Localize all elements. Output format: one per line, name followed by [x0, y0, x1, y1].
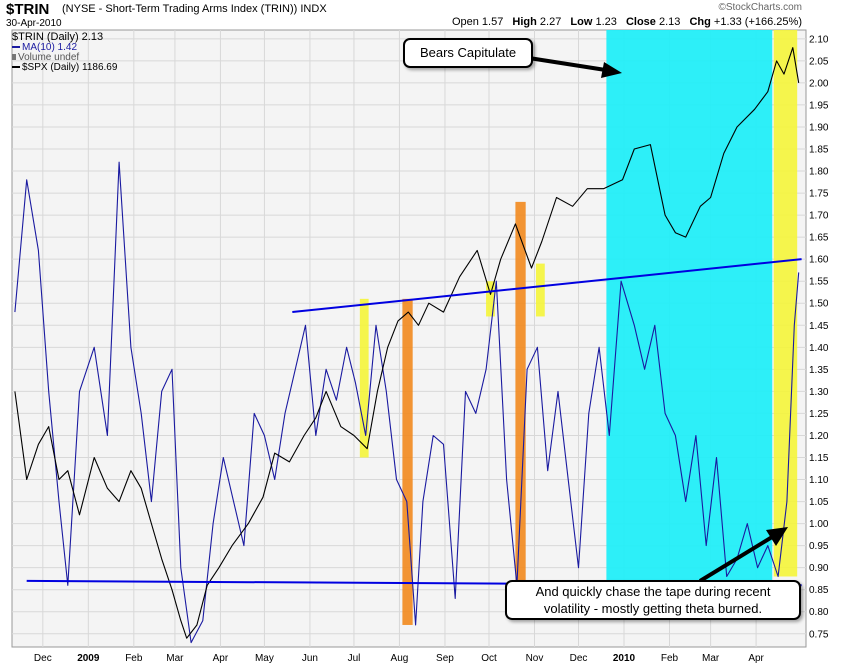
y-tick-label: 1.65: [809, 233, 829, 244]
y-tick-label: 1.95: [809, 100, 829, 111]
x-axis-labels: Dec 2009 Feb Mar Apr May Jun Jul Aug Sep Oct Nov Dec…: [34, 653, 765, 664]
y-tick-label: 1.60: [809, 255, 829, 266]
x-tick-label: Apr: [213, 653, 229, 664]
y-tick-label: 0.75: [809, 629, 829, 640]
yellow-highlight-band: [486, 281, 495, 317]
y-tick-label: 1.75: [809, 189, 829, 200]
spx-swatch: [12, 66, 20, 69]
y-tick-label: 1.35: [809, 365, 829, 376]
x-tick-label: Mar: [166, 653, 184, 664]
chart-legend: $TRIN (Daily) 2.13 MA(10) 1.42 Volume un…: [12, 31, 117, 73]
high-value: 2.27: [539, 16, 562, 28]
spx-series-line: [14, 47, 800, 639]
y-tick-label: 1.70: [809, 211, 829, 222]
legend-main: $TRIN (Daily) 2.13: [12, 31, 104, 43]
legend-ma: MA(10) 1.42: [12, 43, 117, 53]
top-arrow-shaft: [528, 56, 613, 73]
open-value: 1.57: [481, 16, 504, 28]
legend-volume: Volume undef: [12, 53, 117, 63]
low-label: Low: [570, 16, 593, 28]
x-tick-label: Dec: [570, 653, 588, 664]
low-value: 1.23: [595, 16, 617, 28]
y-tick-label: 0.80: [809, 607, 829, 618]
bottom-arrow-head: [766, 527, 788, 546]
y-tick-label: 2.05: [809, 56, 829, 67]
y-tick-label: 1.40: [809, 343, 829, 354]
y-tick-label: 1.10: [809, 475, 829, 486]
callout-line-2: volatility - mostly getting theta burned…: [543, 601, 763, 616]
callout-chase-tape: And quickly chase the tape during recent…: [505, 580, 801, 620]
yellow-highlight-band: [359, 298, 369, 458]
x-tick-label: Nov: [526, 653, 544, 664]
y-tick-label: 1.50: [809, 299, 829, 310]
x-tick-label: Jul: [348, 653, 361, 664]
high-label: High: [512, 16, 537, 28]
orange-highlight-band: [402, 298, 413, 625]
y-tick-label: 1.05: [809, 497, 829, 508]
upper-trend-line: [292, 258, 802, 314]
source-credit: ©StockCharts.com: [718, 2, 802, 13]
x-tick-label: Jun: [302, 653, 318, 664]
close-label: Close: [625, 16, 656, 28]
x-tick-label: Oct: [481, 653, 497, 664]
y-tick-label: 1.55: [809, 277, 829, 288]
x-tick-label: 2009: [77, 653, 100, 664]
symbol-description: (NYSE - Short-Term Trading Arms Index (T…: [62, 3, 327, 15]
x-tick-label: 2010: [613, 653, 636, 664]
legend-volume-text: Volume undef: [18, 52, 80, 63]
callout-bears-capitulate: Bears Capitulate: [403, 38, 533, 68]
y-tick-label: 0.95: [809, 541, 829, 552]
x-tick-label: Dec: [34, 653, 52, 664]
x-tick-label: Mar: [702, 653, 720, 664]
y-tick-label: 1.80: [809, 167, 829, 178]
y-tick-label: 1.00: [809, 519, 829, 530]
orange-highlight-band: [515, 201, 526, 586]
legend-spx: $SPX (Daily) 1186.69: [12, 63, 117, 73]
x-tick-label: Feb: [125, 653, 143, 664]
y-tick-label: 1.15: [809, 453, 829, 464]
volume-swatch: [12, 54, 16, 61]
x-tick-label: Apr: [748, 653, 764, 664]
cyan-highlight-band: [606, 30, 773, 590]
open-label: Open: [451, 16, 479, 28]
x-tick-label: Aug: [391, 653, 409, 664]
x-tick-label: May: [255, 653, 274, 664]
yellow-highlight-band: [773, 30, 798, 577]
highlight-bands: [359, 30, 798, 625]
y-tick-label: 2.00: [809, 78, 829, 89]
top-arrow-head: [601, 62, 622, 78]
chart-date: 30-Apr-2010: [6, 18, 62, 29]
callout-line-1: And quickly chase the tape during recent: [535, 584, 771, 599]
ohlc-readout: Open 1.57 High 2.27 Low 1.23 Close 2.13 …: [452, 16, 802, 28]
legend-spx-text: $SPX (Daily) 1186.69: [22, 62, 118, 73]
chart-header: $TRIN (NYSE - Short-Term Trading Arms In…: [0, 0, 850, 30]
series-lines: [14, 47, 800, 644]
chg-label: Chg: [689, 16, 711, 28]
y-tick-label: 2.10: [809, 34, 829, 45]
close-value: 2.13: [658, 16, 681, 28]
callout-arrows: [528, 56, 788, 583]
y-tick-label: 1.90: [809, 122, 829, 133]
y-axis-labels: 0.75 0.80 0.85 0.90 0.95 1.00 1.05 1.10 1.15 1.20…: [809, 34, 829, 640]
ma-series-line: [14, 161, 800, 644]
symbol-title: $TRIN: [6, 1, 50, 18]
y-tick-label: 1.25: [809, 409, 829, 420]
ma-swatch: [12, 46, 20, 49]
y-tick-label: 1.85: [809, 144, 829, 155]
y-tick-label: 1.20: [809, 431, 829, 442]
y-tick-label: 1.30: [809, 387, 829, 398]
yellow-highlight-band: [535, 263, 545, 317]
bottom-arrow-shaft: [698, 532, 779, 583]
legend-ma-text: MA(10) 1.42: [22, 42, 78, 53]
y-tick-label: 0.90: [809, 563, 829, 574]
chg-value: +1.33 (+166.25%): [713, 16, 802, 28]
y-tick-label: 0.85: [809, 585, 829, 596]
x-tick-label: Sep: [436, 653, 454, 664]
y-tick-label: 1.45: [809, 321, 829, 332]
x-tick-label: Feb: [661, 653, 679, 664]
